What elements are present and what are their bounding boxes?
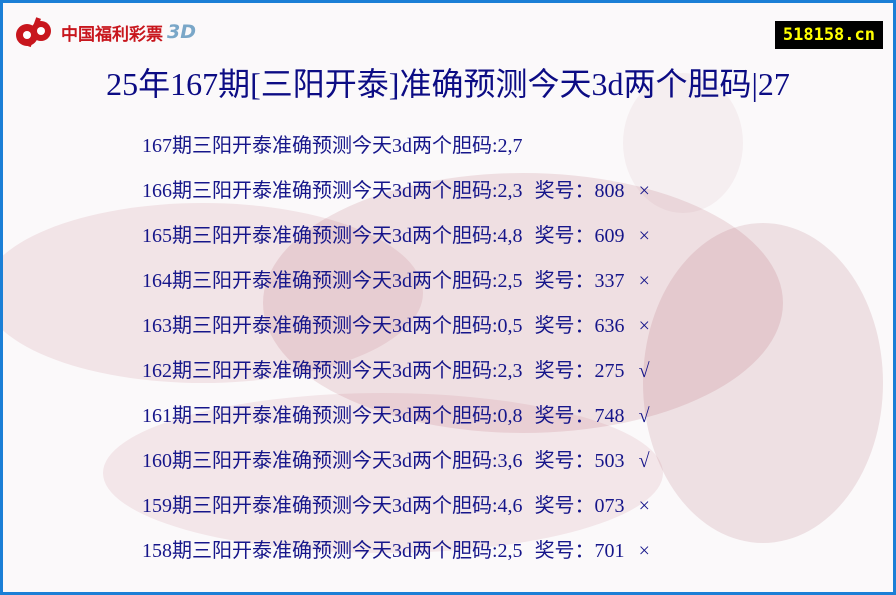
cross-icon: × <box>638 270 650 292</box>
list-item: 161期三阳开泰准确预测今天3d两个胆码:0,8 奖号：748 √ <box>142 401 650 446</box>
cross-icon: × <box>638 180 650 202</box>
prize-number: 奖号：073 <box>534 495 625 517</box>
list-item: 165期三阳开泰准确预测今天3d两个胆码:4,8 奖号：609 × <box>142 221 650 266</box>
prize-number: 奖号：503 <box>534 450 625 472</box>
prediction-text: 160期三阳开泰准确预测今天3d两个胆码:3,6 <box>142 450 523 472</box>
prize-number: 奖号：609 <box>534 225 625 247</box>
site-badge: 518158.cn <box>774 21 883 49</box>
list-item: 166期三阳开泰准确预测今天3d两个胆码:2,3 奖号：808 × <box>142 176 650 221</box>
prize-number: 奖号：275 <box>534 360 625 382</box>
background-illustration <box>3 73 883 553</box>
prediction-list: 167期三阳开泰准确预测今天3d两个胆码:2,7 166期三阳开泰准确预测今天3d… <box>142 131 650 581</box>
logo-text: 中国福利彩票 <box>61 24 163 45</box>
page-title: 25年167期[三阳开泰]准确预测今天3d两个胆码|27 <box>106 66 790 102</box>
cross-icon: × <box>638 315 650 337</box>
prediction-text: 164期三阳开泰准确预测今天3d两个胆码:2,5 <box>142 270 523 292</box>
cross-icon: × <box>638 540 650 562</box>
list-item: 167期三阳开泰准确预测今天3d两个胆码:2,7 <box>142 131 650 176</box>
prediction-text: 166期三阳开泰准确预测今天3d两个胆码:2,3 <box>142 180 523 202</box>
lottery-logo-icon <box>16 17 51 48</box>
list-item: 163期三阳开泰准确预测今天3d两个胆码:0,5 奖号：636 × <box>142 311 650 356</box>
cross-icon: × <box>638 495 650 517</box>
list-item: 162期三阳开泰准确预测今天3d两个胆码:2,3 奖号：275 √ <box>142 356 650 401</box>
prize-number: 奖号：636 <box>534 315 625 337</box>
check-icon: √ <box>638 405 650 427</box>
prediction-text: 158期三阳开泰准确预测今天3d两个胆码:2,5 <box>142 540 523 562</box>
list-item: 160期三阳开泰准确预测今天3d两个胆码:3,6 奖号：503 √ <box>142 446 650 491</box>
list-item: 164期三阳开泰准确预测今天3d两个胆码:2,5 奖号：337 × <box>142 266 650 311</box>
prediction-text: 159期三阳开泰准确预测今天3d两个胆码:4,6 <box>142 495 523 517</box>
prize-number: 奖号：337 <box>534 270 625 292</box>
welfare-lottery-logo: 中国福利彩票 3D <box>13 15 196 49</box>
prediction-text: 162期三阳开泰准确预测今天3d两个胆码:2,3 <box>142 360 523 382</box>
list-item: 159期三阳开泰准确预测今天3d两个胆码:4,6 奖号：073 × <box>142 491 650 536</box>
prize-number: 奖号：701 <box>534 540 625 562</box>
list-item: 158期三阳开泰准确预测今天3d两个胆码:2,5 奖号：701 × <box>142 536 650 581</box>
prediction-text: 165期三阳开泰准确预测今天3d两个胆码:4,8 <box>142 225 523 247</box>
check-icon: √ <box>638 360 650 382</box>
prize-number: 奖号：748 <box>534 405 625 427</box>
logo-3d: 3D <box>167 21 196 43</box>
check-icon: √ <box>638 450 650 472</box>
prediction-text: 161期三阳开泰准确预测今天3d两个胆码:0,8 <box>142 405 523 427</box>
cross-icon: × <box>638 225 650 247</box>
prize-number: 奖号：808 <box>534 180 625 202</box>
prediction-text: 163期三阳开泰准确预测今天3d两个胆码:0,5 <box>142 315 523 337</box>
prediction-text: 167期三阳开泰准确预测今天3d两个胆码:2,7 <box>142 135 523 157</box>
